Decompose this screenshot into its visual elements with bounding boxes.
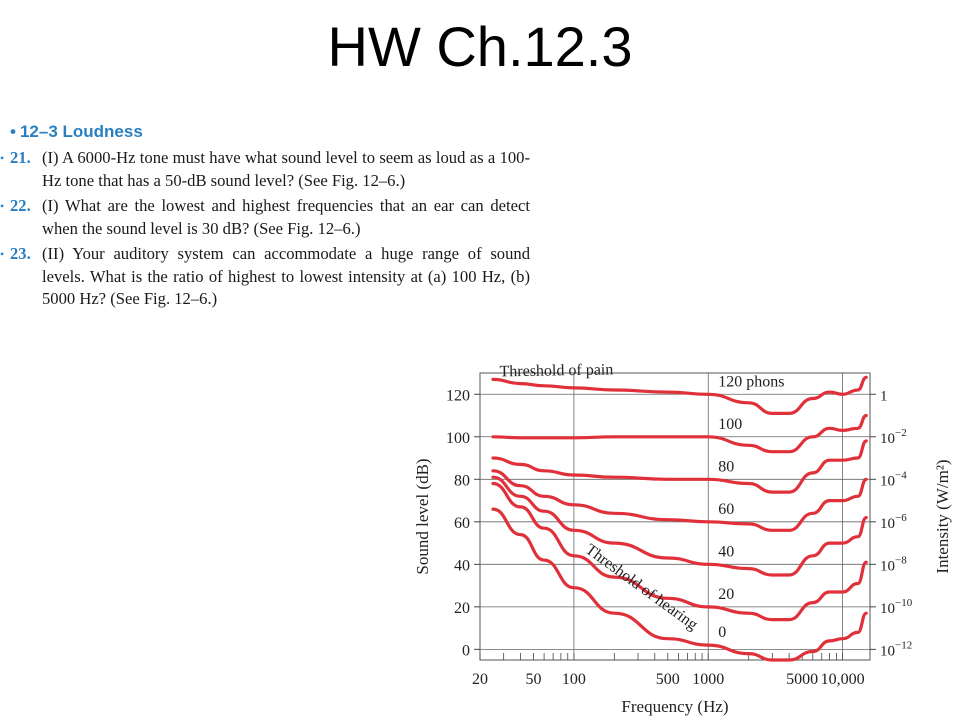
problem-number: 23. <box>10 244 31 263</box>
y-tick-label: 20 <box>454 600 470 617</box>
section-heading: • 12–3 Loudness <box>10 120 540 144</box>
bullet-icon: • <box>0 199 5 213</box>
x-tick-label: 50 <box>525 671 541 688</box>
loudness-curve <box>491 375 868 415</box>
curve-label: 120 phons <box>718 373 784 390</box>
curve-label: 80 <box>718 458 734 475</box>
problem-text: (II) Your auditory system can accommodat… <box>42 244 530 308</box>
section-heading-text: 12–3 Loudness <box>19 122 143 141</box>
y2-tick-label: 10−12 <box>880 639 912 659</box>
x-tick-label: 5000 <box>786 671 818 688</box>
bullet-icon: • <box>0 151 5 165</box>
x-tick-label: 20 <box>472 671 488 688</box>
curve-label: 100 <box>718 416 742 433</box>
slide-title: HW Ch.12.3 <box>327 15 633 78</box>
x-axis-title: Frequency (Hz) <box>621 697 728 716</box>
y-tick-label: 0 <box>462 642 470 659</box>
y2-tick-label: 10−10 <box>880 597 913 617</box>
curve-label: 0 <box>718 624 726 641</box>
problem-number: 21. <box>10 148 31 167</box>
problem-23: • 23. (II) Your auditory system can acco… <box>0 243 540 311</box>
y-tick-label: 40 <box>454 557 470 574</box>
loudness-curve <box>491 439 868 494</box>
y2-tick-label: 10−6 <box>880 512 907 532</box>
y2-tick-label: 10−2 <box>880 427 907 447</box>
threshold-of-pain-label: Threshold of pain <box>499 361 613 380</box>
problem-text: (I) What are the lowest and highest freq… <box>42 196 530 238</box>
curve-label: 20 <box>718 586 734 603</box>
homework-problems: • 12–3 Loudness • 21. (I) A 6000-Hz tone … <box>0 120 540 311</box>
y-tick-label: 100 <box>446 430 470 447</box>
problem-21: • 21. (I) A 6000-Hz tone must have what … <box>0 147 540 192</box>
loudness-curve <box>491 507 868 662</box>
curve-label: 60 <box>718 501 734 518</box>
y2-tick-label: 1 <box>880 388 888 404</box>
bullet-icon: • <box>10 122 16 141</box>
loudness-curve <box>491 413 868 454</box>
x-tick-label: 1000 <box>692 671 724 688</box>
curve-label: 40 <box>718 543 734 560</box>
problem-number: 22. <box>10 196 31 215</box>
problem-22: • 22. (I) What are the lowest and highes… <box>0 195 540 240</box>
loudness-curve <box>491 481 868 622</box>
loudness-curve <box>491 469 868 532</box>
loudness-curve <box>491 475 868 577</box>
y-axis-title: Sound level (dB) <box>413 458 432 574</box>
y2-tick-label: 10−4 <box>880 469 907 489</box>
y-tick-label: 120 <box>446 387 470 404</box>
bullet-icon: • <box>0 247 5 261</box>
x-tick-label: 10,000 <box>821 671 865 688</box>
x-tick-label: 500 <box>656 671 680 688</box>
y-tick-label: 60 <box>454 515 470 532</box>
x-tick-label: 100 <box>562 671 586 688</box>
y2-axis-title: Intensity (W/m²) <box>933 459 952 573</box>
equal-loudness-chart: 0 20 40 60 80 100 120 1 10−2 10−4 10−6 10−8 10−10 10−… <box>400 355 960 720</box>
y2-tick-label: 10−8 <box>880 554 907 574</box>
problem-text: (I) A 6000-Hz tone must have what sound … <box>42 148 530 190</box>
y-tick-label: 80 <box>454 472 470 489</box>
